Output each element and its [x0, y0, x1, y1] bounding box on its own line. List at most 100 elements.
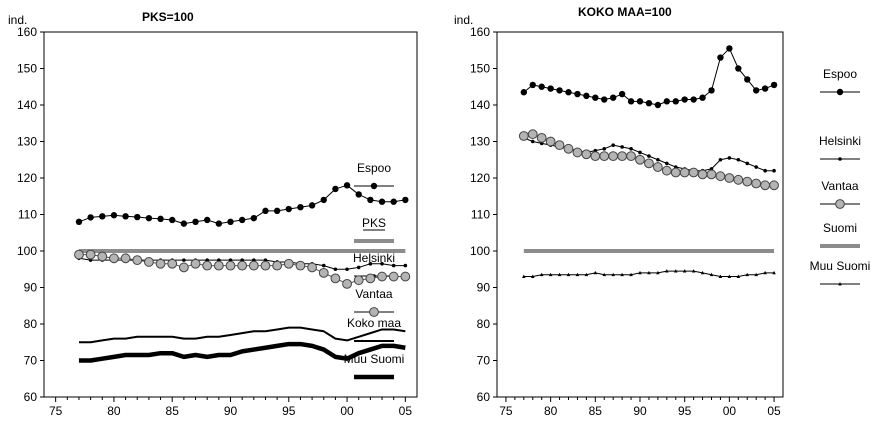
- data-point: [400, 271, 411, 282]
- y-tick-label: 80: [24, 317, 38, 331]
- data-point: [273, 207, 281, 215]
- data-point: [215, 220, 223, 227]
- data-point: [192, 218, 199, 225]
- data-point: [635, 154, 645, 165]
- data-point: [539, 272, 544, 277]
- data-point: [178, 262, 189, 273]
- data-point: [761, 85, 769, 92]
- data-point: [342, 278, 352, 289]
- data-point: [545, 136, 556, 147]
- y-tick-label: 130: [470, 135, 490, 149]
- data-point: [237, 260, 248, 271]
- series-koko-maa: [78, 326, 406, 344]
- data-point: [272, 260, 283, 271]
- data-point: [367, 196, 374, 204]
- y-tick-label: 100: [470, 244, 490, 258]
- data-point: [744, 76, 751, 83]
- x-tick-label: 00: [340, 404, 354, 418]
- x-tick-label: 80: [107, 404, 121, 418]
- series-espoo: [520, 45, 778, 109]
- y-tick-label: 60: [24, 390, 38, 404]
- data-point: [238, 216, 246, 224]
- data-point: [369, 307, 379, 317]
- data-point: [283, 258, 294, 269]
- data-point: [145, 214, 153, 222]
- x-tick-label: 90: [633, 404, 647, 418]
- data-point: [530, 274, 535, 278]
- data-point: [611, 272, 615, 277]
- data-point: [520, 89, 528, 96]
- data-point: [190, 258, 201, 269]
- data-point: [225, 260, 236, 271]
- data-point: [638, 150, 642, 155]
- data-point: [724, 173, 735, 183]
- data-point: [213, 260, 224, 271]
- series-muu-suomi: [78, 341, 406, 363]
- legend-label: Suomi: [823, 221, 857, 235]
- data-point: [538, 83, 545, 90]
- data-point: [527, 129, 538, 140]
- data-point: [838, 157, 842, 161]
- data-point: [120, 253, 131, 264]
- data-point: [726, 45, 733, 52]
- data-point: [679, 167, 690, 178]
- data-point: [772, 168, 776, 173]
- data-point: [557, 272, 562, 277]
- data-point: [345, 267, 349, 272]
- legend-label: Vantaa: [821, 179, 858, 193]
- series-muu-suomi: [522, 269, 776, 278]
- data-point: [330, 273, 341, 284]
- data-point: [575, 272, 580, 277]
- data-point: [742, 176, 753, 187]
- series-line: [523, 47, 775, 106]
- data-point: [536, 132, 547, 143]
- data-point: [285, 205, 292, 213]
- data-point: [715, 171, 726, 182]
- data-point: [620, 272, 624, 277]
- data-point: [180, 220, 188, 227]
- data-point: [681, 96, 688, 103]
- data-point: [647, 154, 651, 158]
- data-point: [581, 149, 592, 160]
- data-point: [672, 98, 679, 105]
- data-point: [402, 196, 409, 204]
- x-tick-label: 00: [723, 404, 737, 418]
- data-point: [665, 269, 669, 273]
- data-point: [332, 185, 339, 193]
- data-point: [735, 65, 742, 72]
- data-point: [656, 270, 660, 275]
- data-point: [169, 216, 176, 224]
- data-point: [522, 274, 526, 278]
- data-point: [563, 143, 574, 154]
- x-tick-label: 85: [589, 404, 603, 418]
- x-tick-label: 05: [399, 404, 413, 418]
- data-point: [380, 261, 384, 266]
- x-tick-label: 85: [166, 404, 180, 418]
- x-tick-label: 90: [224, 404, 238, 418]
- y-tick-label: 80: [477, 317, 491, 331]
- data-point: [353, 275, 364, 286]
- data-point: [97, 251, 108, 262]
- data-point: [144, 257, 154, 267]
- data-point: [333, 267, 338, 272]
- data-point: [574, 90, 581, 98]
- data-point: [518, 131, 529, 141]
- data-point: [727, 156, 732, 160]
- data-point: [590, 151, 601, 162]
- data-point: [638, 270, 642, 275]
- data-point: [708, 87, 715, 94]
- data-point: [754, 165, 758, 169]
- data-point: [307, 262, 317, 273]
- y-tick-label: 120: [17, 171, 37, 185]
- data-point: [770, 81, 778, 89]
- data-point: [157, 215, 164, 223]
- legend-label: Vantaa: [355, 287, 392, 301]
- data-point: [318, 268, 329, 278]
- series-vantaa: [74, 249, 411, 289]
- data-point: [122, 213, 129, 220]
- data-point: [356, 265, 361, 270]
- data-point: [620, 145, 624, 149]
- data-point: [593, 270, 598, 275]
- data-point: [99, 213, 106, 220]
- data-point: [654, 101, 662, 109]
